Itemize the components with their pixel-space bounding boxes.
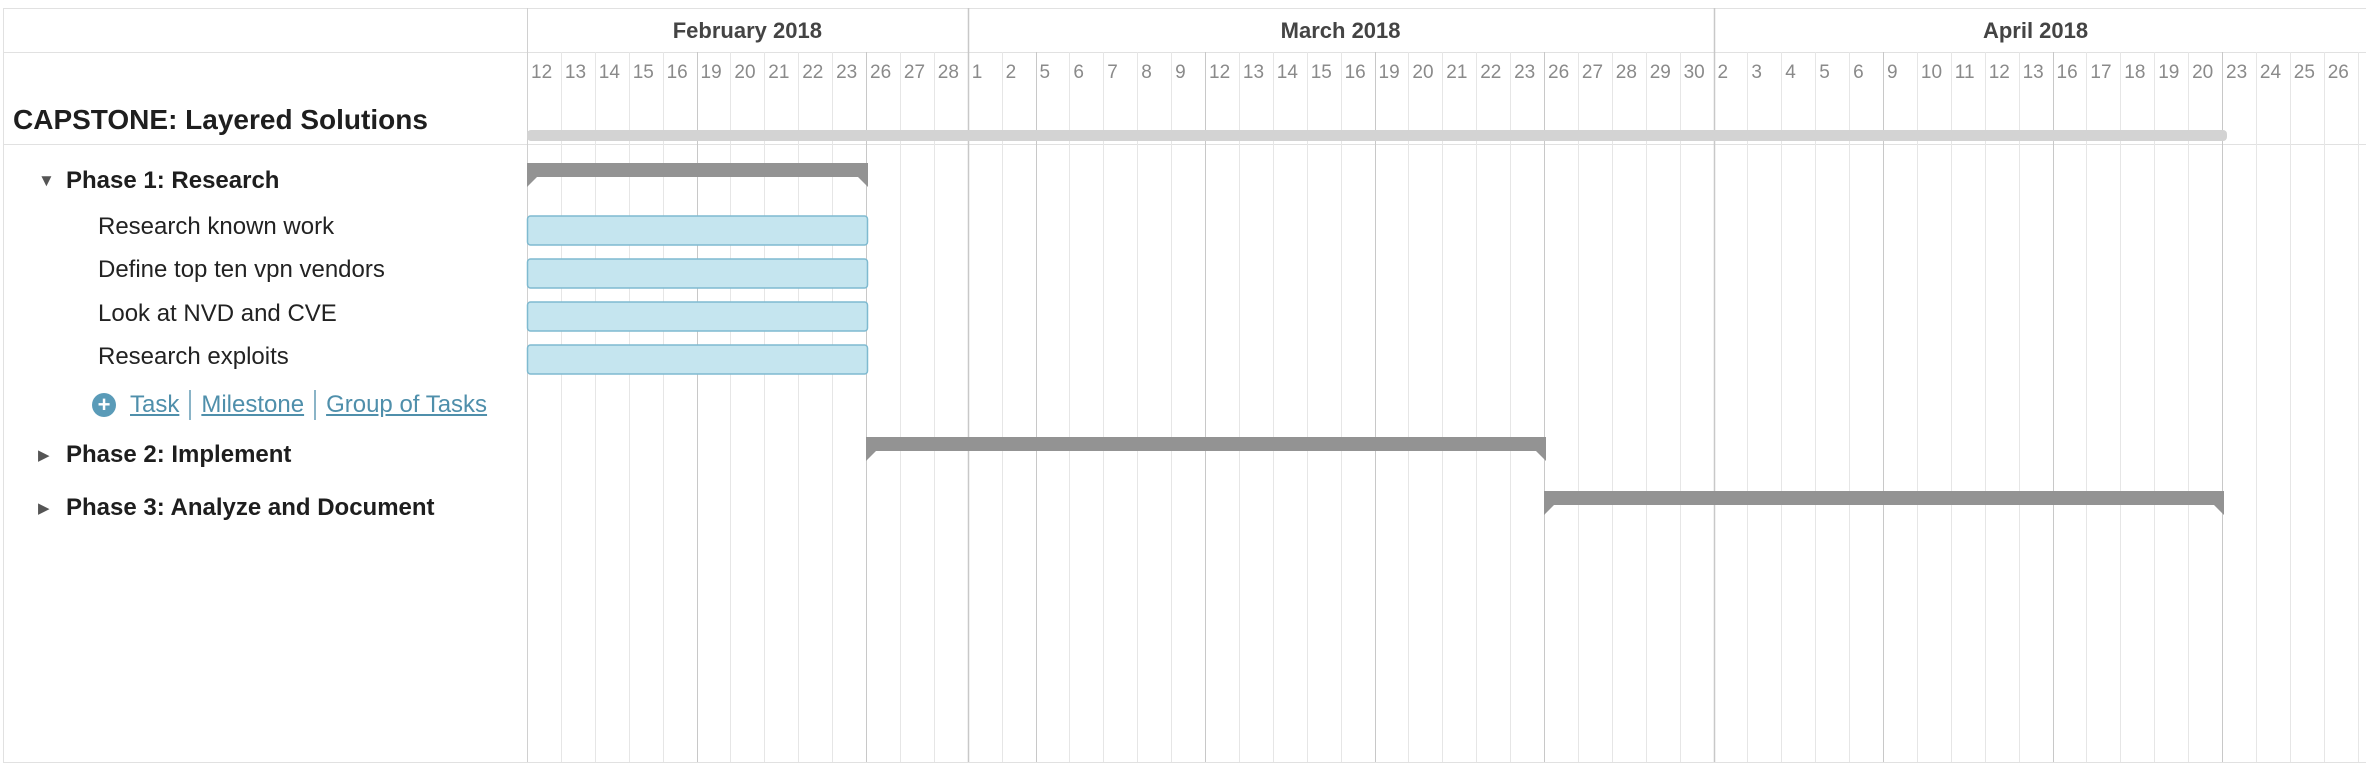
phase-label: Phase 3: Analyze and Document	[66, 494, 435, 521]
task-row[interactable]: Research exploits	[98, 343, 289, 370]
phase-label: Phase 2: Implement	[66, 441, 292, 468]
add-group-link[interactable]: Group of Tasks	[326, 391, 488, 418]
task-row[interactable]: Look at NVD and CVE	[98, 300, 337, 327]
phase-row-3[interactable]: ▶ Phase 3: Analyze and Document	[38, 491, 435, 525]
phase-row-2[interactable]: ▶ Phase 2: Implement	[38, 438, 291, 472]
project-title: CAPSTONE: Layered Solutions	[13, 104, 428, 135]
add-task-link[interactable]: Task	[130, 391, 180, 418]
task-row[interactable]: Research known work	[98, 213, 335, 240]
plus-circle-icon[interactable]: +	[92, 393, 116, 417]
task-row[interactable]: Define top ten vpn vendors	[98, 256, 385, 283]
triangle-right-icon[interactable]: ▶	[38, 447, 50, 464]
triangle-down-icon[interactable]: ▼	[38, 171, 55, 190]
add-item-row: + Task Milestone Group of Tasks	[92, 387, 487, 423]
phase-label: Phase 1: Research	[66, 167, 280, 194]
link-divider	[314, 390, 317, 420]
gantt-frame	[3, 8, 2366, 763]
link-divider	[189, 390, 192, 420]
task-outline-panel: CAPSTONE: Layered Solutions ▼ Phase 1: R…	[0, 0, 527, 766]
phase-row-1[interactable]: ▼ Phase 1: Research	[38, 164, 279, 198]
triangle-right-icon[interactable]: ▶	[38, 500, 50, 517]
add-milestone-link[interactable]: Milestone	[201, 391, 305, 418]
